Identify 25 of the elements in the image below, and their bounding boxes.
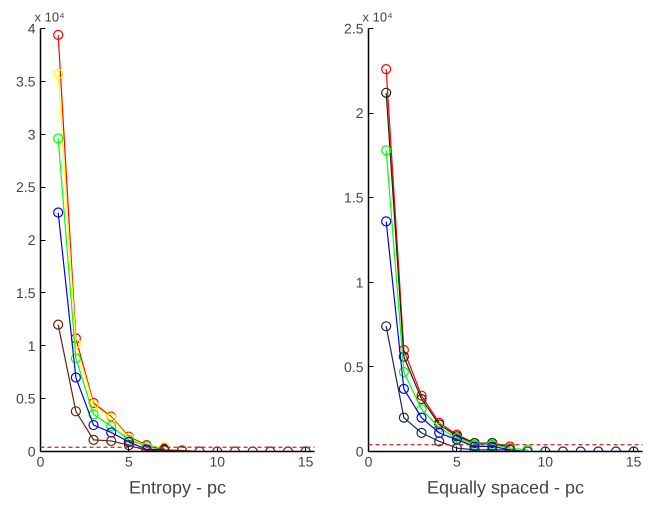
x-tick-label: 10 <box>209 454 226 470</box>
x-tick-label: 15 <box>626 454 642 470</box>
x-axis-title: Equally spaced - pc <box>426 478 584 498</box>
y-tick-label: 0.5 <box>16 390 36 407</box>
y-tick-label: 1 <box>28 338 36 354</box>
y-tick-label: 2 <box>28 232 36 248</box>
y-tick-label: 1.5 <box>344 190 364 206</box>
y-tick-label: 3.5 <box>16 73 36 90</box>
x-tick-label: 5 <box>124 454 133 470</box>
y-tick-label: 3 <box>28 126 36 142</box>
y-tick-label: 2.5 <box>344 20 364 36</box>
y-tick-label: 4 <box>28 20 36 36</box>
text: x 10⁴ <box>362 10 393 24</box>
y-tick-label: 2 <box>356 105 364 122</box>
x-tick-label: 10 <box>537 454 554 470</box>
y-tick-label: 0 <box>28 444 36 460</box>
y-tick-label: 0.5 <box>344 358 364 375</box>
x-axis-title: Entropy - pc <box>128 478 226 498</box>
y-tick-label: 0 <box>356 444 364 460</box>
y-tick-label: 1 <box>356 274 364 290</box>
x-tick-label: 15 <box>298 454 314 470</box>
y-tick-label: 2.5 <box>16 179 36 196</box>
x-tick-label: 5 <box>452 454 461 470</box>
text: x 10⁴ <box>34 10 65 24</box>
y-tick-label: 1.5 <box>16 284 36 301</box>
